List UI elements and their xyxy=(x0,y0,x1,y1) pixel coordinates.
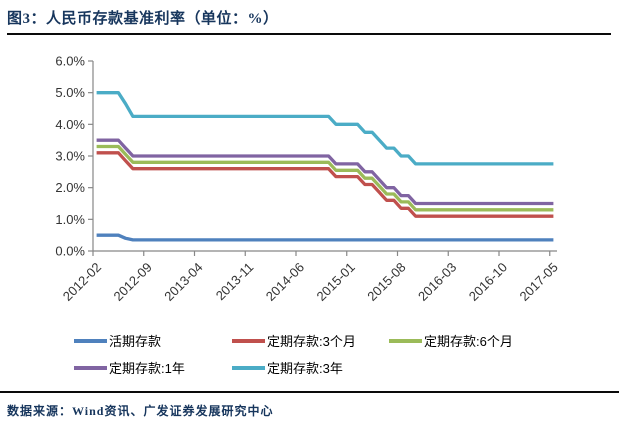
legend-item-fixed-3y: 定期存款:3年 xyxy=(232,358,389,377)
header-divider xyxy=(7,33,611,35)
y-tick-label: 1.0% xyxy=(55,212,85,227)
legend-item-fixed-1y: 定期存款:1年 xyxy=(74,358,232,377)
line-series-3 xyxy=(96,138,554,206)
y-tick-label: 5.0% xyxy=(55,85,85,100)
data-source-text: 数据来源：Wind资讯、广发证券发展研究中心 xyxy=(7,404,274,418)
line-series-4 xyxy=(96,91,554,166)
legend-line-swatch xyxy=(389,338,422,343)
x-tick-label: 2012-02 xyxy=(60,260,104,304)
x-tick-label: 2012-09 xyxy=(111,260,155,304)
legend-line-swatch xyxy=(232,338,265,343)
chart-legend: 活期存款 定期存款:3个月 定期存款:6个月 定期存款:1年 定期存款:3年 xyxy=(74,331,513,377)
y-tick-label: 6.0% xyxy=(55,54,85,69)
legend-line-swatch xyxy=(74,338,107,343)
figure-header: 图3：人民币存款基准利率（单位：%） xyxy=(0,0,619,35)
legend-item-fixed-6m: 定期存款:6个月 xyxy=(389,331,513,350)
x-tick-label: 2014-06 xyxy=(263,260,307,304)
legend-label: 定期存款:3年 xyxy=(267,361,343,376)
x-tick-label: 2015-01 xyxy=(314,260,358,304)
page-title: 图3：人民币存款基准利率（单位：%） xyxy=(7,11,279,27)
line-chart: 0.0% 1.0% 2.0% 3.0% 4.0% 5.0% 6.0% 2012-02 2012-… xyxy=(55,54,561,304)
line-series-1 xyxy=(96,151,554,218)
x-tick-label: 2015-08 xyxy=(364,260,408,304)
legend-line-swatch xyxy=(232,365,265,370)
line-series-2 xyxy=(96,144,554,212)
x-tick-label: 2013-11 xyxy=(213,260,257,304)
y-axis-ticks: 0.0% 1.0% 2.0% 3.0% 4.0% 5.0% 6.0% xyxy=(55,54,93,259)
y-tick-label: 3.0% xyxy=(55,149,85,164)
legend-item-demand-deposit: 活期存款 xyxy=(74,331,232,350)
legend-item-fixed-3m: 定期存款:3个月 xyxy=(232,331,389,350)
y-tick-label: 4.0% xyxy=(55,117,85,132)
legend-label: 定期存款:3个月 xyxy=(267,334,356,349)
x-axis-ticks: 2012-02 2012-09 2013-04 2013-11 2014-06 2015-… xyxy=(60,251,561,304)
legend-label: 定期存款:6个月 xyxy=(424,334,513,349)
x-tick-label: 2017-05 xyxy=(517,260,561,304)
x-tick-label: 2016-03 xyxy=(415,260,459,304)
legend-label: 活期存款 xyxy=(109,334,162,349)
legend-label: 定期存款:1年 xyxy=(109,361,185,376)
line-series-0 xyxy=(96,233,554,242)
y-tick-label: 2.0% xyxy=(55,180,85,195)
x-tick-label: 2013-04 xyxy=(161,260,205,304)
y-tick-label: 0.0% xyxy=(55,244,85,259)
figure-footer: 数据来源：Wind资讯、广发证券发展研究中心 xyxy=(0,391,619,419)
legend-line-swatch xyxy=(74,365,107,370)
x-tick-label: 2016-10 xyxy=(466,260,510,304)
